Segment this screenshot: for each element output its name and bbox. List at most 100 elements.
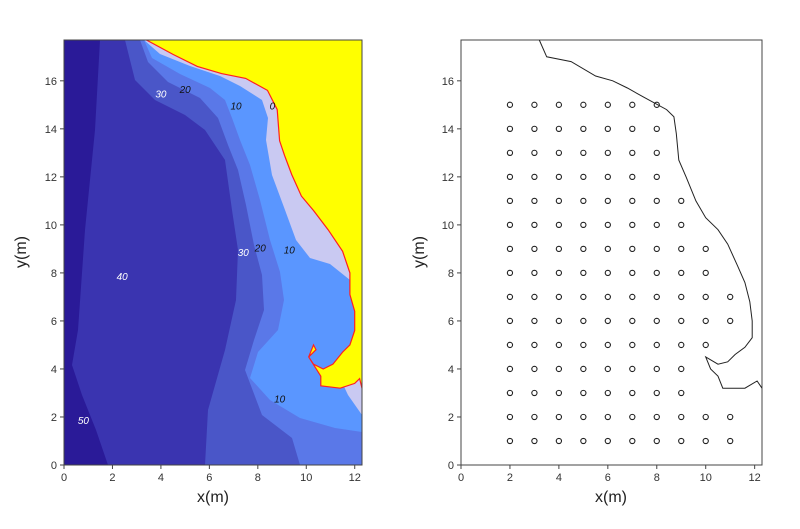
station-point: [702, 245, 709, 253]
station-point: [604, 125, 611, 132]
station-point: [555, 389, 563, 397]
station-point: [653, 413, 660, 421]
depth-contour-panel: 0 10 20 30 10 20 30 40 10 50 0 2 4 6 8 10 12 0 2 4 6 8 10 12 1…: [13, 39, 363, 506]
contour-label: 10: [230, 102, 242, 113]
station-point: [604, 389, 611, 397]
plot-frame: [63, 39, 363, 466]
station-point: [727, 293, 734, 301]
x-axis-title: x(m): [595, 489, 627, 506]
y-tick-label: 4: [448, 364, 454, 376]
station-point: [604, 245, 611, 253]
y-tick-label: 0: [51, 460, 57, 472]
station-point: [678, 245, 685, 253]
y-tick-label: 8: [448, 268, 454, 280]
station-point: [555, 221, 563, 229]
station-point: [702, 317, 709, 325]
station-point: [678, 221, 685, 229]
station-point: [604, 293, 611, 301]
station-scatter-panel: 0 2 4 6 8 10 12 0 2 4 6 8 10 12 14 16 x(m) y(m): [411, 39, 763, 506]
station-point: [629, 437, 636, 445]
station-point: [702, 341, 709, 349]
contour-label: 10: [284, 246, 296, 257]
station-point: [506, 317, 514, 325]
station-point: [653, 269, 660, 277]
station-point: [555, 317, 563, 325]
contour-fill-area: [64, 40, 362, 465]
y-tick-label: 10: [442, 220, 454, 232]
station-point: [506, 221, 514, 229]
station-point: [555, 365, 563, 373]
station-point: [531, 341, 538, 349]
station-point: [506, 125, 514, 132]
station-point: [727, 437, 734, 445]
station-point: [629, 101, 636, 108]
station-point: [531, 317, 538, 325]
station-point: [629, 269, 636, 277]
station-point: [580, 125, 587, 132]
y-tick-label: 16: [45, 76, 57, 88]
x-tick-label: 4: [158, 472, 164, 484]
station-point: [580, 365, 587, 373]
x-tick-label: 12: [349, 472, 361, 484]
station-point: [678, 317, 685, 325]
y-tick-label: 0: [448, 460, 454, 472]
station-point: [580, 389, 587, 397]
y-axis-ticks: 0 2 4 6 8 10 12 14 16: [45, 76, 64, 472]
x-tick-label: 0: [61, 472, 67, 484]
station-point: [604, 437, 611, 445]
station-point: [604, 173, 611, 181]
station-point: [555, 149, 563, 157]
x-tick-label: 4: [556, 472, 562, 484]
station-point: [629, 341, 636, 349]
y-tick-label: 16: [442, 76, 454, 88]
station-point: [531, 149, 538, 157]
land-area: [146, 40, 362, 389]
y-tick-label: 14: [45, 124, 57, 136]
station-point: [555, 341, 563, 349]
station-point: [678, 269, 685, 277]
x-tick-label: 6: [605, 472, 611, 484]
station-point: [629, 413, 636, 421]
station-point: [580, 269, 587, 277]
plot-frame: [460, 39, 763, 466]
station-point: [653, 173, 660, 181]
station-point: [629, 173, 636, 181]
y-tick-label: 6: [51, 316, 57, 328]
station-point: [702, 269, 709, 277]
x-tick-label: 12: [749, 472, 761, 484]
station-point: [580, 197, 587, 205]
y-tick-label: 2: [51, 412, 57, 424]
x-tick-label: 10: [700, 472, 712, 484]
contour-label: 20: [254, 243, 267, 254]
y-tick-label: 4: [51, 364, 57, 376]
x-tick-label: 0: [458, 472, 464, 484]
station-point: [604, 365, 611, 373]
station-point: [531, 293, 538, 301]
station-point: [629, 197, 636, 205]
station-point: [531, 125, 538, 132]
station-point: [604, 221, 611, 229]
station-point: [531, 173, 538, 181]
station-point: [629, 221, 636, 229]
contour-label: 50: [78, 416, 90, 427]
contour-label: 0: [270, 102, 276, 113]
station-point: [506, 269, 514, 277]
station-point: [580, 245, 587, 253]
station-point: [531, 365, 538, 373]
station-point: [604, 269, 611, 277]
x-tick-label: 8: [255, 472, 261, 484]
station-point: [531, 101, 538, 108]
station-point: [653, 101, 660, 108]
y-tick-label: 12: [442, 172, 454, 184]
contour-label: 30: [238, 248, 250, 259]
station-point: [604, 341, 611, 349]
station-point: [629, 365, 636, 373]
station-point: [653, 245, 660, 253]
station-point: [727, 413, 734, 421]
station-point: [653, 197, 660, 205]
station-point: [629, 293, 636, 301]
station-point: [531, 221, 538, 229]
y-axis-title: y(m): [411, 236, 428, 268]
station-point: [555, 269, 563, 277]
